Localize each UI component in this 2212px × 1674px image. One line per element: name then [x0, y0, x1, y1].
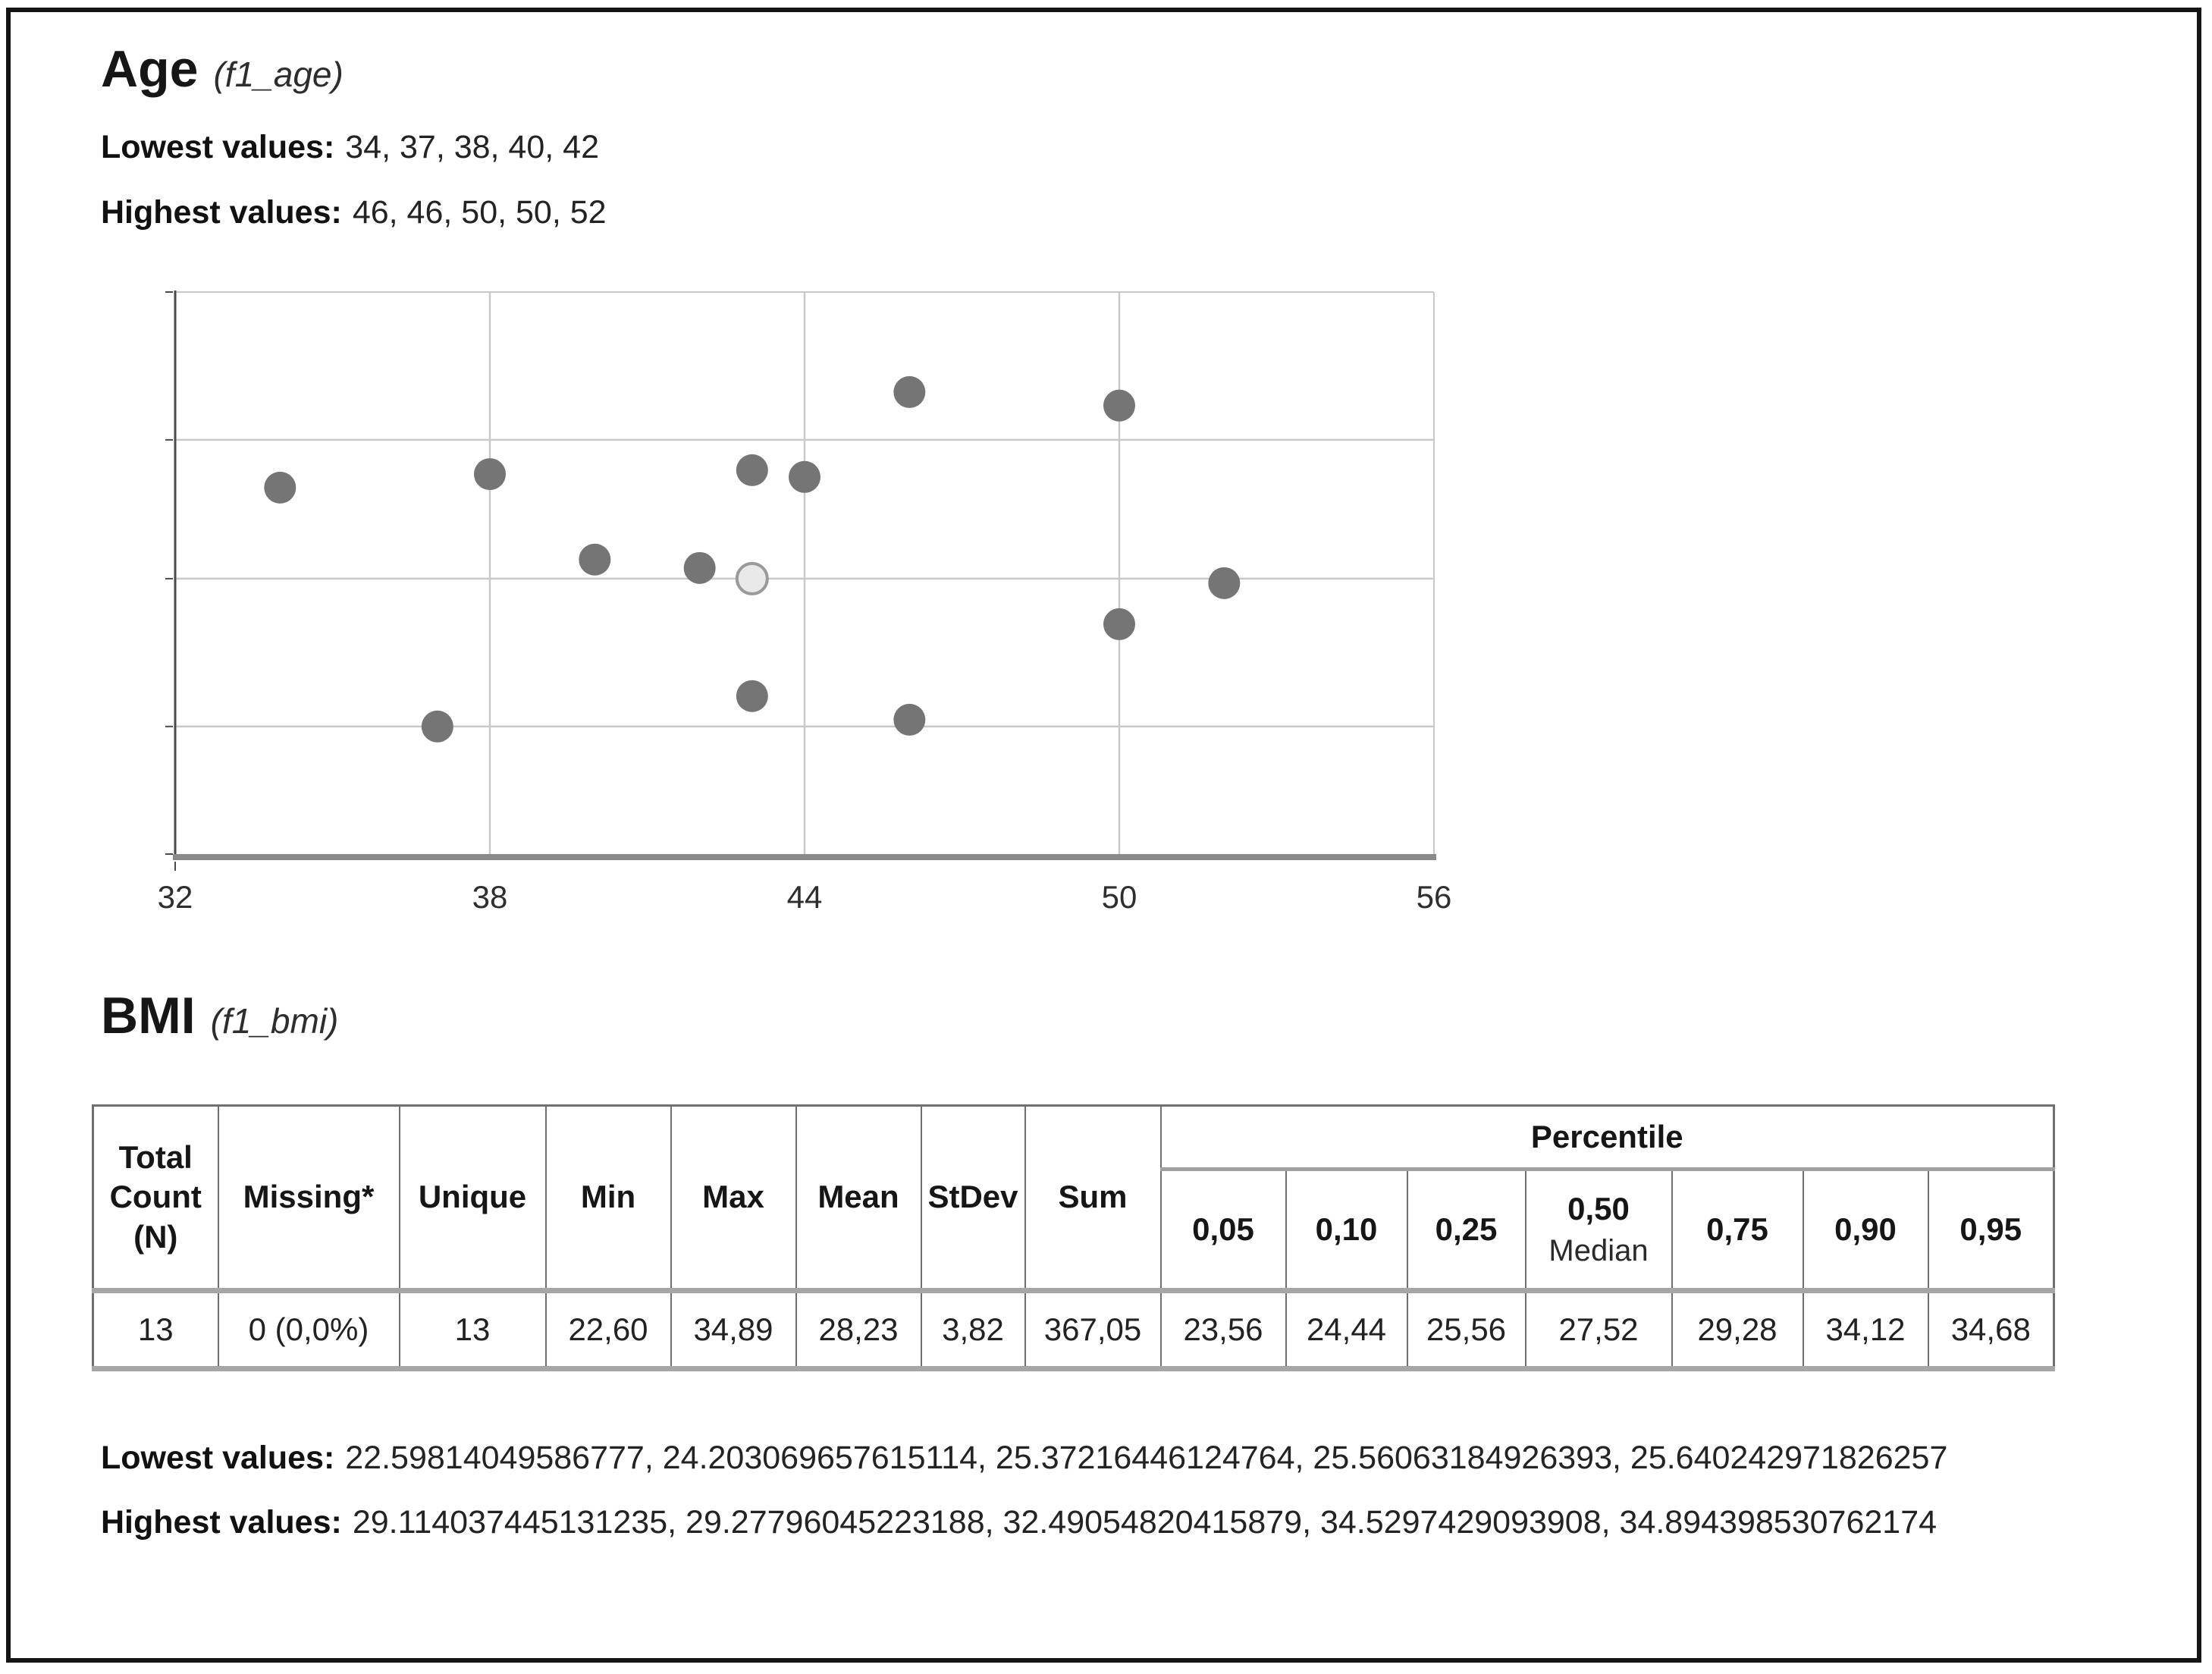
- cell-min: 22,60: [544, 1289, 672, 1371]
- age-data-point: [421, 710, 453, 743]
- age-dot-plot: 32 38 44 50 56: [158, 291, 1452, 915]
- cell-p90: 34,12: [1802, 1289, 1929, 1371]
- age-data-point: [264, 471, 297, 504]
- x-tick-label: 38: [472, 879, 508, 915]
- header-p10: 0,10: [1285, 1168, 1408, 1293]
- header-unique: Unique: [398, 1104, 547, 1293]
- header-p50: 0,50: [1567, 1190, 1630, 1226]
- age-highest-label: Highest values:: [101, 194, 342, 231]
- bmi-highest-values-line: Highest values: 29.114037445131235, 29.27…: [101, 1504, 1937, 1541]
- header-p05: 0,05: [1159, 1168, 1287, 1293]
- bmi-highest-label: Highest values:: [101, 1504, 342, 1541]
- header-p50-median: 0,50 Median: [1524, 1168, 1673, 1293]
- age-data-point: [736, 454, 768, 486]
- x-tick-label: 32: [158, 879, 193, 915]
- cell-mean: 28,23: [795, 1289, 922, 1371]
- cell-p50: 27,52: [1524, 1289, 1673, 1371]
- age-variable-name: (f1_age): [213, 55, 344, 94]
- cell-missing: 0 (0,0%): [217, 1289, 400, 1371]
- cell-p05: 23,56: [1159, 1289, 1287, 1371]
- age-data-point: [1103, 389, 1135, 422]
- header-stdev: StDev: [920, 1104, 1026, 1293]
- cell-unique: 13: [398, 1289, 547, 1371]
- table-header-group-row: Total Count (N) Missing* Unique Min Max …: [92, 1104, 2055, 1293]
- age-highest-values: 46, 46, 50, 50, 52: [352, 194, 607, 231]
- table-data-row: 13 0 (0,0%) 13 22,60 34,89 28,23 3,82 36…: [92, 1289, 2055, 1371]
- age-data-point: [736, 680, 768, 712]
- age-section-title: Age (f1_age): [101, 39, 344, 99]
- header-mean: Mean: [795, 1104, 922, 1293]
- age-data-point: [789, 460, 820, 493]
- header-min: Min: [544, 1104, 672, 1293]
- page-frame: [6, 8, 2201, 1663]
- age-highest-values-line: Highest values: 46, 46, 50, 50, 52: [101, 194, 607, 231]
- cell-total-count: 13: [92, 1289, 219, 1371]
- header-p25: 0,25: [1406, 1168, 1526, 1293]
- header-median-sublabel: Median: [1548, 1234, 1649, 1268]
- cell-p75: 29,28: [1671, 1289, 1804, 1371]
- age-title-text: Age: [101, 40, 199, 98]
- median-point: [735, 561, 769, 595]
- cell-max: 34,89: [670, 1289, 797, 1371]
- bmi-variable-name: (f1_bmi): [210, 1001, 339, 1041]
- header-missing: Missing*: [217, 1104, 400, 1293]
- age-lowest-values-line: Lowest values: 34, 37, 38, 40, 42: [101, 129, 599, 166]
- header-total-count: Total Count (N): [92, 1104, 219, 1293]
- age-data-point: [579, 543, 611, 576]
- age-data-point: [1103, 608, 1135, 640]
- cell-p25: 25,56: [1406, 1289, 1526, 1371]
- bmi-lowest-values-line: Lowest values: 22.59814049586777, 24.2030…: [101, 1440, 1947, 1477]
- header-max: Max: [670, 1104, 797, 1293]
- age-lowest-label: Lowest values:: [101, 129, 335, 165]
- age-data-point: [1208, 567, 1241, 599]
- x-tick-label: 50: [1102, 879, 1137, 915]
- bmi-statistics-table: Total Count (N) Missing* Unique Min Max …: [92, 1104, 2056, 1371]
- x-tick-label: 44: [787, 879, 823, 915]
- age-data-point: [893, 703, 926, 736]
- x-tick-label: 56: [1417, 879, 1452, 915]
- bmi-section-title: BMI (f1_bmi): [101, 986, 338, 1045]
- age-data-point: [474, 458, 506, 491]
- age-data-point: [893, 375, 926, 408]
- header-p95: 0,95: [1927, 1168, 2055, 1293]
- header-sum: Sum: [1024, 1104, 1162, 1293]
- cell-p10: 24,44: [1285, 1289, 1408, 1371]
- cell-sum: 367,05: [1024, 1289, 1162, 1371]
- table-percentile-subheader-row: 0,05 0,10 0,25 0,50 Median 0,75 0,90 0,9…: [93, 1168, 2055, 1293]
- header-p90: 0,90: [1802, 1168, 1929, 1293]
- bmi-lowest-values: 22.59814049586777, 24.203069657615114, 2…: [345, 1440, 1948, 1476]
- age-lowest-values: 34, 37, 38, 40, 42: [345, 129, 599, 165]
- header-percentile-group: Percentile: [1159, 1104, 2055, 1171]
- cell-stdev: 3,82: [920, 1289, 1026, 1371]
- header-p75: 0,75: [1671, 1168, 1804, 1293]
- bmi-highest-values: 29.114037445131235, 29.27796045223188, 3…: [352, 1504, 1937, 1541]
- bmi-lowest-label: Lowest values:: [101, 1440, 335, 1476]
- cell-p95: 34,68: [1927, 1289, 2055, 1371]
- bmi-title-text: BMI: [101, 987, 196, 1044]
- age-data-point: [683, 551, 716, 584]
